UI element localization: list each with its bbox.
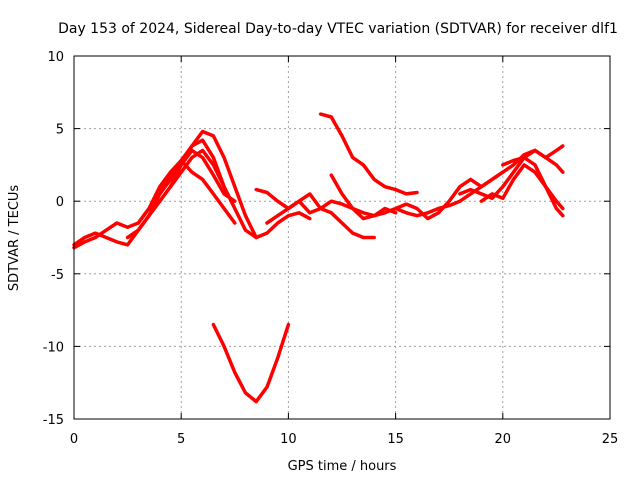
x-tick-label: 20	[495, 432, 512, 447]
series-line-arc-3	[125, 148, 312, 240]
plot-frame	[73, 55, 611, 420]
x-axis-label: GPS time / hours	[288, 459, 397, 474]
series-line-arc-6	[211, 322, 291, 404]
x-tick-label: 10	[280, 432, 297, 447]
x-tick-label: 5	[177, 432, 185, 447]
series-line-arc-14	[501, 148, 565, 174]
tick-labels: 0 5 10 15 20 25 -15 -10 -5 0 5 10	[43, 50, 619, 447]
series-line-arc-8	[265, 192, 376, 240]
y-tick-label: -10	[43, 340, 64, 355]
series-line-arc-13	[479, 163, 565, 211]
series-group	[72, 112, 565, 404]
series-line-arc-5	[168, 148, 237, 203]
grid	[74, 56, 610, 419]
series-line-arc-10	[329, 170, 505, 221]
x-tick-label: 25	[602, 432, 619, 447]
x-tick-label: 0	[70, 432, 78, 447]
y-axis-label: SDTVAR / TECUs	[7, 185, 22, 292]
y-tick-label: 5	[56, 123, 64, 138]
y-tick-label: 0	[56, 195, 64, 210]
y-tick-label: -15	[43, 413, 64, 428]
series-line-arc-9	[318, 112, 419, 196]
y-tick-label: 10	[47, 50, 64, 65]
x-tick-label: 15	[387, 432, 404, 447]
series-line-arc-11	[393, 144, 565, 221]
chart-title: Day 153 of 2024, Sidereal Day-to-day VTE…	[58, 21, 618, 37]
y-tick-label: -5	[51, 268, 64, 283]
series-line-arc-4	[136, 158, 237, 225]
ticks	[73, 55, 611, 420]
